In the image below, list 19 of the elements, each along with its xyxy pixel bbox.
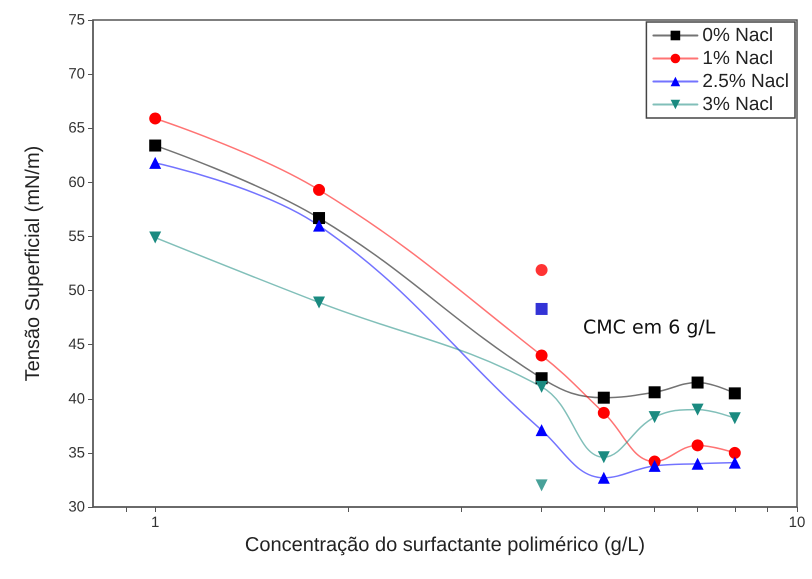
legend-label: 1% Nacl <box>702 48 774 69</box>
y-tick-label: 50 <box>68 282 85 300</box>
y-tick-label: 40 <box>68 390 85 408</box>
y-tick-label: 30 <box>68 498 85 516</box>
y-tick-label: 55 <box>68 228 85 245</box>
y-tick-label: 35 <box>68 444 85 462</box>
x-axis-title: Concentração do surfactante polimérico (g/L) <box>244 534 646 556</box>
y-tick-label: 65 <box>68 120 85 137</box>
x-tick-label: 1 <box>151 514 160 531</box>
y-tick-label: 75 <box>68 12 85 28</box>
y-axis-title: Tensão Superficial (mN/m) <box>22 146 44 382</box>
legend-label: 0% Nacl <box>702 25 774 46</box>
x-tick-label: 10 <box>788 514 806 531</box>
y-tick-label: 60 <box>68 174 85 191</box>
legend-label: 3% Nacl <box>702 94 774 115</box>
y-tick-label: 45 <box>68 336 85 354</box>
annotation: CMC em 6 g/L <box>583 316 716 338</box>
y-tick-label: 70 <box>68 66 85 83</box>
legend-label: 2.5% Nacl <box>702 71 790 92</box>
